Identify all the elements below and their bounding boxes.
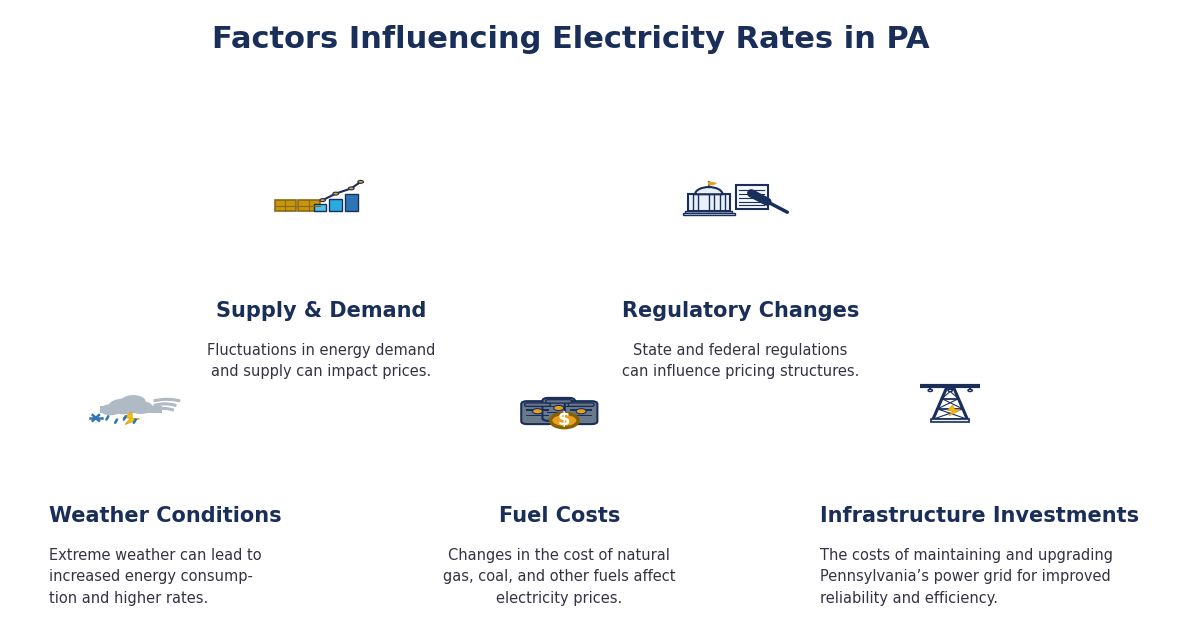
Polygon shape: [124, 412, 139, 425]
Text: Fuel Costs: Fuel Costs: [499, 506, 620, 526]
Text: The costs of maintaining and upgrading
Pennsylvania’s power grid for improved
re: The costs of maintaining and upgrading P…: [820, 547, 1112, 606]
FancyBboxPatch shape: [330, 199, 342, 211]
Circle shape: [551, 414, 578, 428]
FancyBboxPatch shape: [527, 415, 548, 417]
FancyBboxPatch shape: [570, 409, 593, 410]
Circle shape: [332, 192, 338, 195]
Text: $: $: [558, 412, 570, 430]
Circle shape: [100, 404, 121, 415]
FancyBboxPatch shape: [931, 419, 970, 422]
Text: Extreme weather can lead to
increased energy consump-
tion and higher rates.: Extreme weather can lead to increased en…: [49, 547, 262, 606]
Circle shape: [128, 401, 154, 414]
FancyBboxPatch shape: [547, 412, 570, 413]
Circle shape: [358, 180, 364, 184]
Circle shape: [968, 389, 972, 392]
Polygon shape: [948, 405, 960, 415]
FancyBboxPatch shape: [547, 406, 570, 407]
Wedge shape: [695, 187, 722, 194]
Text: Supply & Demand: Supply & Demand: [216, 301, 426, 321]
Circle shape: [348, 187, 354, 190]
FancyBboxPatch shape: [569, 403, 594, 406]
FancyBboxPatch shape: [683, 213, 734, 215]
Circle shape: [108, 399, 138, 414]
FancyBboxPatch shape: [685, 211, 732, 213]
Text: Fluctuations in energy demand
and supply can impact prices.: Fluctuations in energy demand and supply…: [208, 343, 436, 379]
Circle shape: [533, 409, 542, 414]
FancyBboxPatch shape: [565, 401, 598, 424]
FancyBboxPatch shape: [275, 200, 296, 211]
Circle shape: [121, 395, 145, 408]
Text: Factors Influencing Electricity Rates in PA: Factors Influencing Electricity Rates in…: [212, 25, 930, 55]
FancyBboxPatch shape: [346, 194, 358, 211]
FancyBboxPatch shape: [314, 204, 326, 211]
FancyBboxPatch shape: [688, 194, 730, 211]
Text: State and federal regulations
can influence pricing structures.: State and federal regulations can influe…: [622, 343, 859, 379]
Circle shape: [576, 409, 586, 414]
FancyBboxPatch shape: [299, 200, 319, 211]
Circle shape: [948, 389, 953, 392]
Text: Regulatory Changes: Regulatory Changes: [622, 301, 859, 321]
FancyBboxPatch shape: [546, 400, 571, 403]
FancyBboxPatch shape: [524, 403, 551, 406]
Polygon shape: [709, 182, 716, 185]
FancyBboxPatch shape: [736, 185, 768, 209]
Text: Infrastructure Investments: Infrastructure Investments: [820, 506, 1139, 526]
Text: Weather Conditions: Weather Conditions: [49, 506, 282, 526]
FancyBboxPatch shape: [542, 398, 575, 421]
FancyBboxPatch shape: [570, 415, 593, 417]
FancyBboxPatch shape: [527, 409, 548, 410]
FancyBboxPatch shape: [521, 401, 553, 424]
Circle shape: [928, 389, 932, 392]
Circle shape: [553, 405, 564, 410]
Text: Changes in the cost of natural
gas, coal, and other fuels affect
electricity pri: Changes in the cost of natural gas, coal…: [443, 547, 676, 606]
FancyBboxPatch shape: [100, 406, 162, 413]
Circle shape: [320, 198, 325, 202]
